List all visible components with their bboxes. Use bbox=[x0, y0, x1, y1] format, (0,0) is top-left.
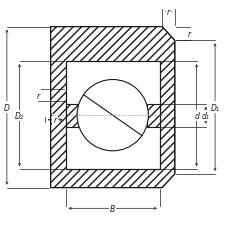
Text: D₁: D₁ bbox=[210, 103, 218, 112]
Text: D₂: D₂ bbox=[15, 111, 24, 120]
Polygon shape bbox=[65, 62, 159, 169]
Bar bbox=[65, 104, 78, 127]
Bar bbox=[147, 104, 159, 127]
Text: r: r bbox=[36, 91, 39, 100]
Polygon shape bbox=[50, 27, 174, 188]
Circle shape bbox=[77, 80, 148, 151]
Text: r: r bbox=[53, 116, 57, 125]
Text: D: D bbox=[4, 103, 10, 112]
Text: r: r bbox=[166, 8, 169, 17]
Text: d: d bbox=[193, 111, 198, 120]
Text: d₁: d₁ bbox=[201, 111, 209, 120]
Text: r: r bbox=[187, 30, 191, 39]
Text: B: B bbox=[110, 204, 115, 213]
